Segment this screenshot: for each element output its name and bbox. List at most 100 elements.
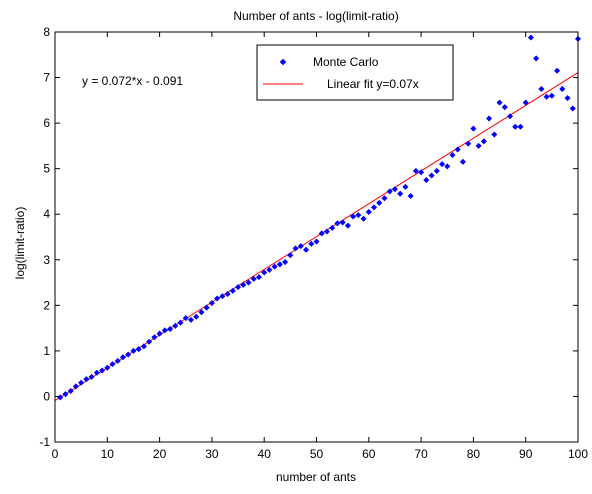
data-point <box>381 195 388 202</box>
x-tick-label: 30 <box>205 447 219 461</box>
data-point <box>208 300 215 307</box>
data-point <box>62 391 69 398</box>
data-point <box>402 183 409 190</box>
data-point <box>83 376 90 383</box>
data-point <box>491 131 498 138</box>
data-point <box>167 325 174 333</box>
data-point <box>172 322 179 329</box>
data-point <box>506 113 514 120</box>
x-axis-label: number of ants <box>276 470 356 484</box>
y-tick-label: -1 <box>39 435 50 449</box>
y-tick-label: 5 <box>43 162 50 176</box>
legend: Monte Carlo Linear fit y=0.07x <box>256 44 454 101</box>
data-point <box>161 327 168 334</box>
legend-marker-monte-carlo <box>279 58 287 66</box>
y-tick-label: 4 <box>43 207 50 221</box>
data-point <box>125 351 132 358</box>
data-point <box>88 373 95 380</box>
data-point <box>93 369 100 376</box>
data-point <box>245 279 252 286</box>
data-point <box>240 281 247 288</box>
data-point <box>376 199 383 206</box>
data-point <box>303 246 310 253</box>
x-tick-label: 60 <box>362 447 376 461</box>
data-point <box>344 222 351 229</box>
data-point <box>297 243 304 250</box>
y-tick-label: 8 <box>43 25 50 39</box>
y-tick-label: 1 <box>43 344 50 358</box>
data-point <box>538 85 545 92</box>
data-point <box>360 215 367 222</box>
data-point <box>559 85 566 92</box>
data-point <box>57 394 64 401</box>
data-point <box>418 169 425 176</box>
data-point <box>104 364 111 371</box>
data-point <box>444 163 451 170</box>
fit-equation-annotation: y = 0.072*x - 0.091 <box>82 74 183 88</box>
data-point <box>292 245 299 252</box>
data-point <box>459 158 466 165</box>
data-point <box>151 334 158 341</box>
x-tick-label: 80 <box>467 447 481 461</box>
data-point <box>78 379 85 386</box>
x-tick-label: 40 <box>258 447 272 461</box>
data-point <box>255 274 262 281</box>
x-tick-label: 90 <box>519 447 533 461</box>
data-point <box>156 330 163 337</box>
data-point <box>486 115 493 122</box>
data-point <box>276 261 283 268</box>
y-tick-label: 6 <box>43 116 50 130</box>
data-point <box>109 361 116 368</box>
data-point <box>475 142 482 149</box>
data-point <box>517 123 524 130</box>
data-point <box>72 383 79 390</box>
data-point <box>99 367 106 374</box>
data-point <box>146 338 153 345</box>
data-point <box>250 275 257 282</box>
y-tick-label: 2 <box>43 298 50 312</box>
data-point <box>355 212 362 219</box>
data-point <box>496 99 503 106</box>
data-point <box>522 99 529 106</box>
data-point <box>465 140 472 147</box>
data-point <box>501 104 508 111</box>
data-point <box>114 357 121 364</box>
axes-frame <box>54 31 579 443</box>
data-point <box>67 387 74 395</box>
data-point <box>423 177 430 184</box>
data-point <box>203 304 210 311</box>
data-point <box>554 67 561 74</box>
data-point <box>130 347 137 354</box>
data-point <box>334 220 341 227</box>
data-point <box>318 230 325 237</box>
data-point <box>527 34 534 41</box>
y-axis-label: log(limit-ratio) <box>13 207 27 280</box>
data-point <box>313 238 320 245</box>
chart-title: Number of ants - log(limit-ratio) <box>233 9 398 23</box>
y-tick-label: 3 <box>43 253 50 267</box>
x-tick-label: 70 <box>414 447 428 461</box>
x-tick-label: 20 <box>153 447 167 461</box>
data-point <box>412 167 419 174</box>
data-point <box>266 266 273 273</box>
data-point <box>182 315 189 322</box>
data-point <box>339 219 346 226</box>
data-point <box>219 293 226 300</box>
data-point <box>271 263 278 270</box>
data-point <box>193 313 200 320</box>
legend-label-monte-carlo: Monte Carlo <box>313 55 379 69</box>
data-point <box>282 259 289 266</box>
data-point <box>365 208 372 215</box>
data-point <box>470 125 477 132</box>
data-point <box>391 186 398 193</box>
data-point <box>135 346 142 353</box>
data-point <box>454 146 461 153</box>
data-point <box>140 343 147 350</box>
data-point <box>480 138 487 145</box>
data-point <box>214 295 221 302</box>
data-point <box>512 123 519 130</box>
x-tick-label: 100 <box>568 447 588 461</box>
y-tick-label: 0 <box>43 389 50 403</box>
